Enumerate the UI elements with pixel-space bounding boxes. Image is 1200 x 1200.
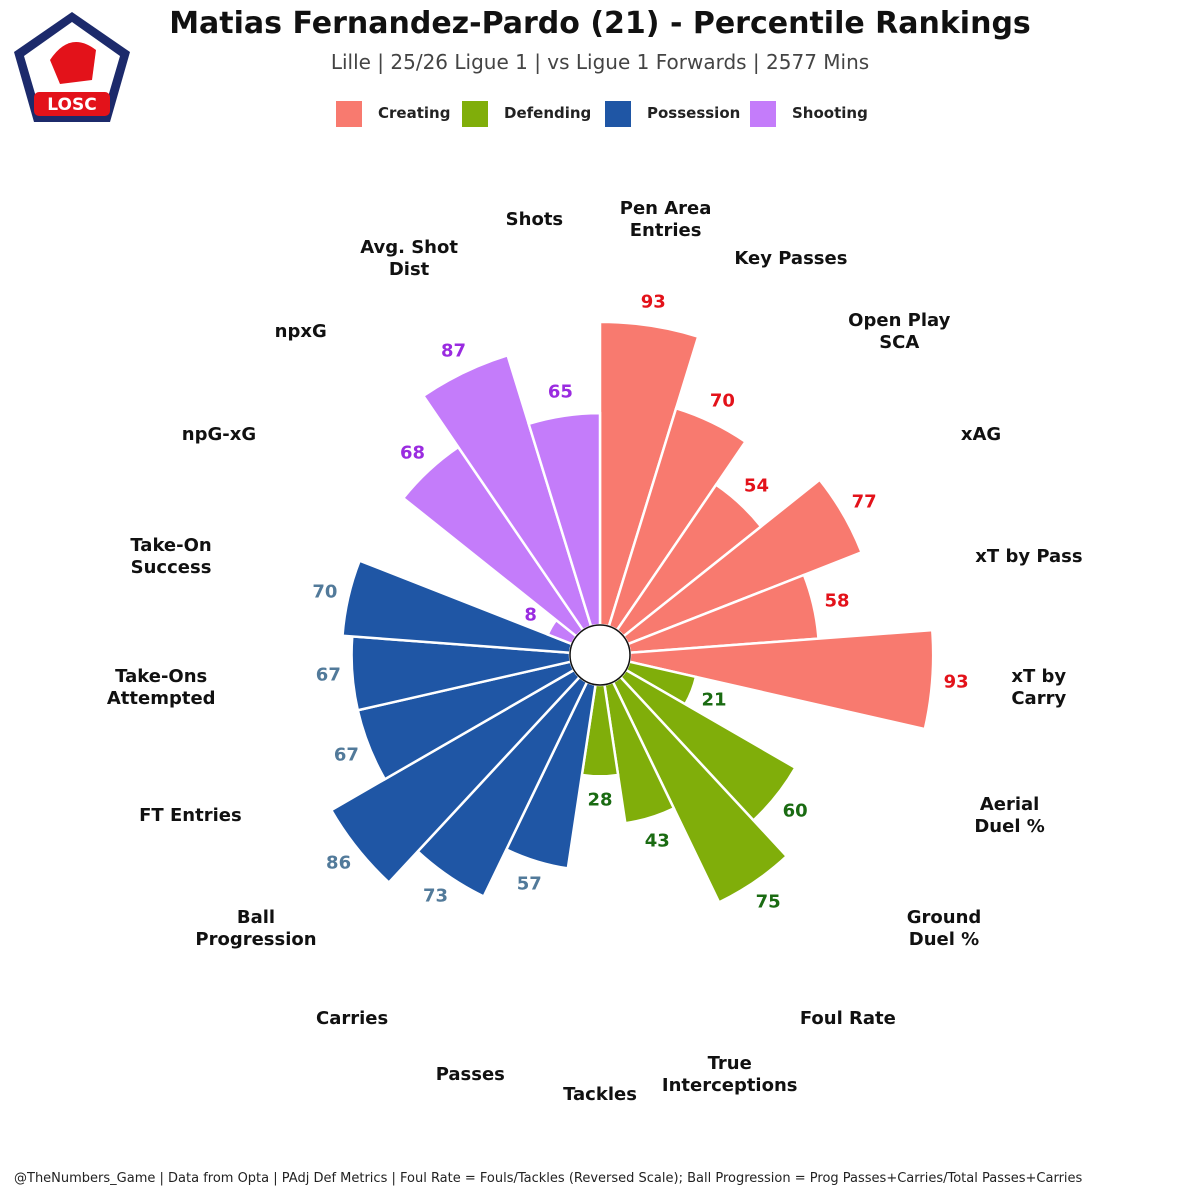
value-label: 75 bbox=[755, 891, 781, 913]
center-circle bbox=[569, 624, 631, 686]
category-label: Open Play SCA bbox=[848, 310, 951, 354]
category-label: Pen Area Entries bbox=[619, 197, 712, 241]
value-label: 68 bbox=[399, 442, 426, 464]
legend-swatch bbox=[336, 101, 362, 127]
value-label: 65 bbox=[547, 381, 573, 403]
legend-label: Creating bbox=[378, 104, 451, 122]
value-label: 57 bbox=[516, 873, 542, 895]
footer: @TheNumbers_Game | Data from Opta | PAdj… bbox=[14, 1171, 1083, 1186]
legend-label: Defending bbox=[504, 104, 592, 122]
value-label: 54 bbox=[743, 475, 769, 497]
category-label: Ground Duel % bbox=[906, 907, 982, 951]
value-label: 67 bbox=[315, 664, 341, 686]
category-label: npG-xG bbox=[181, 424, 257, 445]
value-label: 43 bbox=[644, 830, 670, 852]
value-label: 70 bbox=[709, 390, 735, 412]
legend-swatch bbox=[750, 101, 776, 127]
legend-swatch bbox=[605, 101, 631, 127]
logo-text: LOSC bbox=[47, 95, 96, 115]
category-label: npxG bbox=[274, 321, 327, 343]
value-label: 73 bbox=[422, 885, 449, 907]
legend-label: Possession bbox=[647, 104, 741, 122]
category-label: True Interceptions bbox=[661, 1053, 798, 1097]
chart-title: Matias Fernandez-Pardo (21) - Percentile… bbox=[169, 6, 1031, 41]
value-label: 67 bbox=[333, 744, 359, 766]
value-label: 60 bbox=[782, 800, 808, 822]
logo-banner bbox=[34, 92, 110, 116]
category-label: Aerial Duel % bbox=[974, 793, 1045, 837]
logo-dog bbox=[50, 42, 96, 84]
value-label: 70 bbox=[312, 581, 338, 603]
value-label: 28 bbox=[587, 789, 613, 811]
value-label: 77 bbox=[851, 491, 877, 513]
value-label: 8 bbox=[524, 604, 537, 626]
category-label: Ball Progression bbox=[195, 907, 317, 951]
category-label: FT Entries bbox=[139, 804, 242, 826]
category-label: Key Passes bbox=[734, 247, 848, 269]
category-label: xT by Carry bbox=[1011, 665, 1067, 709]
value-label: 58 bbox=[824, 590, 850, 612]
category-label: Passes bbox=[435, 1064, 505, 1086]
category-label: xT by Pass bbox=[975, 546, 1083, 568]
value-label: 93 bbox=[943, 671, 969, 693]
value-label: 93 bbox=[640, 291, 666, 313]
category-label: Foul Rate bbox=[799, 1007, 896, 1029]
category-label: Take-Ons Attempted bbox=[106, 665, 216, 709]
logo: LOSC bbox=[14, 12, 130, 122]
value-label: 21 bbox=[701, 689, 727, 711]
value-label: 86 bbox=[326, 852, 352, 874]
legend-swatch bbox=[462, 101, 488, 127]
chart-subtitle: Lille | 25/26 Ligue 1 | vs Ligue 1 Forwa… bbox=[330, 50, 870, 74]
category-label: xAG bbox=[960, 424, 1002, 445]
category-label: Shots bbox=[505, 208, 564, 230]
category-label: Carries bbox=[316, 1007, 389, 1029]
value-label: 87 bbox=[440, 340, 467, 362]
category-label: Avg. Shot Dist bbox=[360, 236, 458, 280]
category-label: Take-On Success bbox=[130, 535, 212, 579]
legend-label: Shooting bbox=[792, 104, 868, 122]
category-label: Tackles bbox=[563, 1084, 637, 1105]
